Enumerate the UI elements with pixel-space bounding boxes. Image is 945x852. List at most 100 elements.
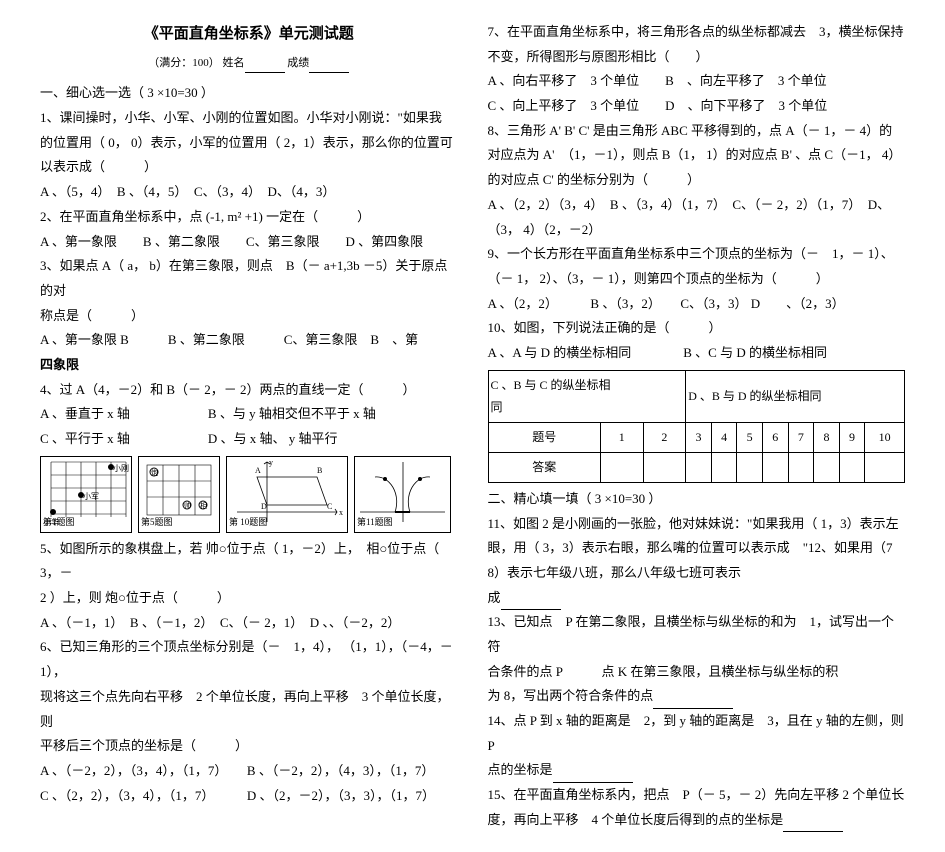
q5-line2: 2 ）上，则 炮○位于点（ ） xyxy=(40,586,458,611)
svg-text:x: x xyxy=(339,508,343,517)
q14-line1: 14、点 P 到 x 轴的距离是 2，到 y 轴的距离是 3，且在 y 轴的左侧… xyxy=(488,709,906,758)
ans-7[interactable] xyxy=(788,453,814,483)
col-9: 9 xyxy=(839,423,865,453)
name-blank[interactable] xyxy=(245,60,285,73)
svg-text:C: C xyxy=(327,502,332,511)
figure-3-label: 第 10题图 xyxy=(229,514,267,531)
ans-8[interactable] xyxy=(814,453,840,483)
q14-blank[interactable] xyxy=(553,770,633,783)
q1-line1: 1、课间操时，小华、小军、小刚的位置如图。小华对小刚说："如果我 xyxy=(40,106,458,131)
figure-1-label: 第1题图 xyxy=(43,514,75,531)
q10-opt-d: D 、B 与 D 的纵坐标相同 xyxy=(686,370,905,423)
svg-text:炮: 炮 xyxy=(151,468,158,477)
q3-options2: 四象限 xyxy=(40,353,458,378)
svg-text:帅: 帅 xyxy=(184,501,191,510)
q5-options: A 、（－1，1） B 、（－1，2） C、（－ 2，1） D 、、（－2，2） xyxy=(40,611,458,636)
ans-6[interactable] xyxy=(762,453,788,483)
grade-label: 成绩 xyxy=(287,57,309,69)
row-label-1: 题号 xyxy=(488,423,600,453)
figure-3: A B C D x y 第 10题图 xyxy=(226,456,348,533)
q9-line1: 9、一个长方形在平面直角坐标系中三个顶点的坐标为（－ 1，－ 1）、 xyxy=(488,242,906,267)
section2-heading: 二、精心填一填（ 3 ×10=30 ） xyxy=(488,487,906,512)
q3-line2: 称点是（ ） xyxy=(40,304,458,329)
col-8: 8 xyxy=(814,423,840,453)
q10-opt1: A 、A 与 D 的横坐标相同 B 、C 与 D 的横坐标相同 xyxy=(488,341,906,366)
right-column: 7、在平面直角坐标系中，将三角形各点的纵坐标都减去 3，横坐标保持 不变，所得图… xyxy=(488,20,906,832)
q11-line4: 成 xyxy=(488,586,906,611)
q13-line3: 为 8，写出两个符合条件的点 xyxy=(488,684,906,709)
svg-text:小军: 小军 xyxy=(83,492,99,501)
exam-subtitle: （满分：100） 姓名 成绩 xyxy=(40,53,458,74)
q11-d: 成 xyxy=(488,590,501,605)
q4-line1: 4、过 A（4，－2）和 B（－ 2，－ 2）两点的直线一定（ ） xyxy=(40,378,458,403)
q10-opt2-and-table: C 、B 与 C 的纵坐标相 同 D 、B 与 D 的纵坐标相同 题号 1 2 … xyxy=(488,370,906,483)
score-label: （满分：100） xyxy=(148,57,220,69)
ans-1[interactable] xyxy=(600,453,643,483)
q7-opt1: A 、向右平移了 3 个单位 B 、向左平移了 3 个单位 xyxy=(488,69,906,94)
row-label-2: 答案 xyxy=(488,453,600,483)
grade-blank[interactable] xyxy=(309,60,349,73)
q1-options: A 、（5，4） B 、（4，5） C、（3，4） D、（4，3） xyxy=(40,180,458,205)
q11-line1: 11、如图 2 是小刚画的一张脸，他对妹妹说："如果我用（ 1，3）表示左 xyxy=(488,512,906,537)
col-6: 6 xyxy=(762,423,788,453)
answer-header-row: 题号 1 2 3 4 5 6 7 8 9 10 xyxy=(488,423,905,453)
q10-c-text2: 同 xyxy=(491,400,503,414)
q1-text-a: 1、课间操时，小华、小军、小刚的位置如图。小华对小刚说： xyxy=(40,110,398,125)
q3-options: A 、第一象限 B B 、第二象限 C、第三象限 B 、第 xyxy=(40,328,458,353)
q2-options: A 、第一象限 B 、第二象限 C、第三象限 D 、第四象限 xyxy=(40,230,458,255)
name-label: 姓名 xyxy=(223,57,245,69)
q11-b: 眼，用（ 3，3）表示右眼，那么嘴的位置可以表示成 "12、如果用（7 xyxy=(488,540,893,555)
q13-c: 为 8，写出两个符合条件的点 xyxy=(488,688,654,703)
q3-line1: 3、如果点 A（ a， b）在第三象限，则点 B（－ a+1,3b －5）关于原… xyxy=(40,254,458,303)
col-1: 1 xyxy=(600,423,643,453)
q8-line3: 的对应点 C' 的坐标分别为（ ） xyxy=(488,168,906,193)
q13-line2: 合条件的点 P 点 K 在第三象限，且横坐标与纵坐标的积 xyxy=(488,660,906,685)
ans-5[interactable] xyxy=(737,453,763,483)
q9-line2: （－ 1， 2）、（3，－ 1），则第四个顶点的坐标为（ ） xyxy=(488,267,906,292)
q11-line3: 8）表示七年级八班，那么八年级七班可表示 xyxy=(488,561,906,586)
q6-opt1: A 、（－2，2），（3，4），（1，7） B 、（－2，2），（4，3），（1… xyxy=(40,759,458,784)
figure-2: 炮 帅 相 第5题图 xyxy=(138,456,220,533)
figure-1: 小刚 小军 小华 第1题图 xyxy=(40,456,132,533)
svg-text:B: B xyxy=(317,466,322,475)
svg-text:小刚: 小刚 xyxy=(113,464,129,473)
q11-line2: 眼，用（ 3，3）表示右眼，那么嘴的位置可以表示成 "12、如果用（7 xyxy=(488,536,906,561)
ans-4[interactable] xyxy=(711,453,737,483)
q13-line1: 13、已知点 P 在第二象限，且横坐标与纵坐标的和为 1，试写出一个符 xyxy=(488,610,906,659)
col-5: 5 xyxy=(737,423,763,453)
q2-line1: 2、在平面直角坐标系中，点 (-1, m² +1) 一定在（ ） xyxy=(40,205,458,230)
q10-c-text1: C 、B 与 C 的纵坐标相 xyxy=(491,378,611,392)
section1-heading: 一、细心选一选（ 3 ×10=30 ） xyxy=(40,81,458,106)
q14-b: 点的坐标是 xyxy=(488,762,553,777)
figures-row: 小刚 小军 小华 第1题图 炮 帅 相 第5题图 xyxy=(40,456,458,533)
ans-9[interactable] xyxy=(839,453,865,483)
ans-10[interactable] xyxy=(865,453,905,483)
q8-line2: 对应点为 A' （1，－1），则点 B（1， 1）的对应点 B' 、点 C（－1… xyxy=(488,143,906,168)
q13-blank[interactable] xyxy=(653,696,733,709)
col-10: 10 xyxy=(865,423,905,453)
q4-opt2: C 、平行于 x 轴 D 、与 x 轴、 y 轴平行 xyxy=(40,427,458,452)
q1-text-b: "如果我 xyxy=(398,110,442,125)
q11-blank[interactable] xyxy=(501,597,561,610)
ans-3[interactable] xyxy=(686,453,712,483)
q15-blank[interactable] xyxy=(783,819,843,832)
svg-text:相: 相 xyxy=(200,501,207,510)
col-2: 2 xyxy=(643,423,686,453)
q7-line2: 不变，所得图形与原图形相比（ ） xyxy=(488,45,906,70)
q15-b: 度，再向上平移 4 个单位长度后得到的点的坐标是 xyxy=(488,812,784,827)
col-4: 4 xyxy=(711,423,737,453)
ans-2[interactable] xyxy=(643,453,686,483)
figure-4-label: 第11题图 xyxy=(357,514,393,531)
q15-line1: 15、在平面直角坐标系内，把点 P（－ 5，－ 2）先向左平移 2 个单位长 xyxy=(488,783,906,808)
q10-opt-c: C 、B 与 C 的纵坐标相 同 xyxy=(488,370,686,423)
q7-opt2: C 、向上平移了 3 个单位 D 、向下平移了 3 个单位 xyxy=(488,94,906,119)
q8-opt2: （3， 4）（2，－2） xyxy=(488,218,906,243)
q4-opt1: A 、垂直于 x 轴 B 、与 y 轴相交但不平于 x 轴 xyxy=(40,402,458,427)
q8-opt1: A 、（2，2）（3，4） B 、（3，4）（1，7） C、（－ 2，2）（1，… xyxy=(488,193,906,218)
q10-line1: 10、如图，下列说法正确的是（ ） xyxy=(488,316,906,341)
answer-value-row: 答案 xyxy=(488,453,905,483)
q6-line1: 6、已知三角形的三个顶点坐标分别是（－ 1，4）， （1，1），（－4，－1）， xyxy=(40,635,458,684)
figure-4: 第11题图 xyxy=(354,456,451,533)
svg-text:D: D xyxy=(261,502,267,511)
q6-opt2: C 、（2，2），（3，4），（1，7） D 、（2，－2），（3，3），（1，… xyxy=(40,784,458,809)
